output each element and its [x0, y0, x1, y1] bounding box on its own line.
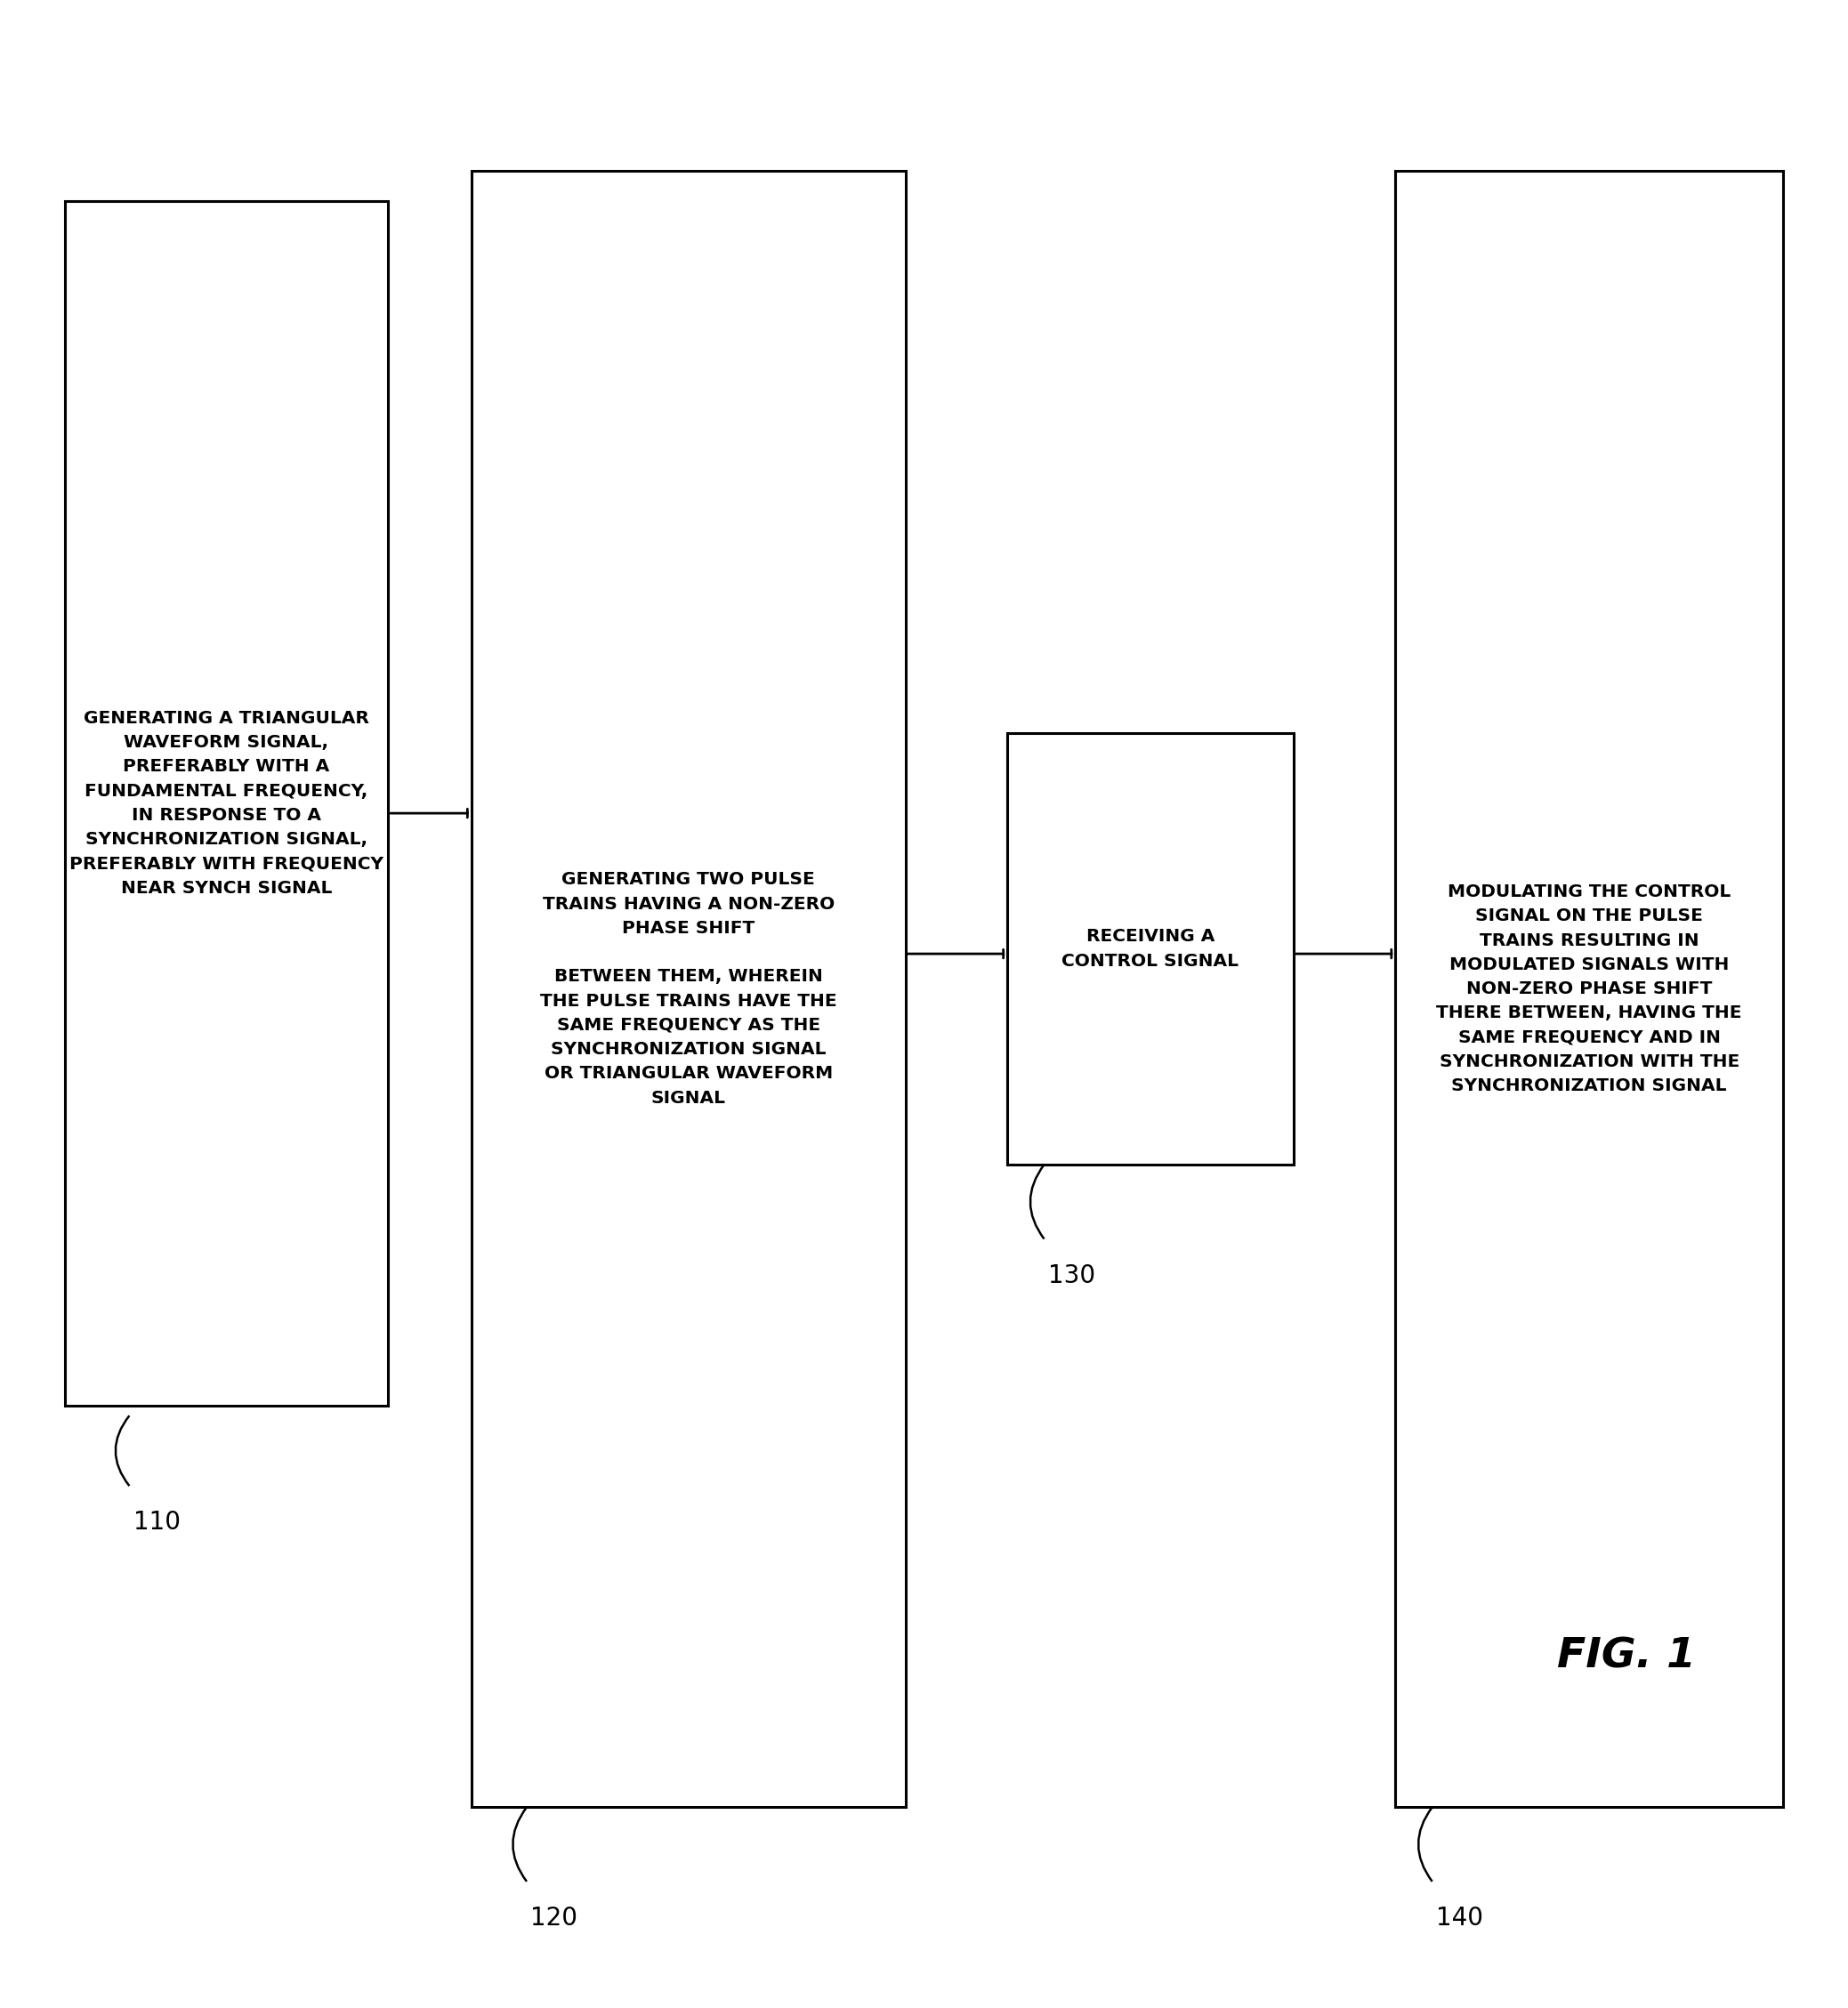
Bar [65, 201, 388, 1406]
Text: RECEIVING A
CONTROL SIGNAL: RECEIVING A CONTROL SIGNAL [1063, 928, 1238, 970]
Text: GENERATING A TRIANGULAR
WAVEFORM SIGNAL,
PREFERABLY WITH A
FUNDAMENTAL FREQUENCY: GENERATING A TRIANGULAR WAVEFORM SIGNAL,… [70, 711, 383, 896]
Text: GENERATING TWO PULSE
TRAINS HAVING A NON-ZERO
PHASE SHIFT

BETWEEN THEM, WHEREIN: GENERATING TWO PULSE TRAINS HAVING A NON… [540, 871, 837, 1106]
Text: 110: 110 [133, 1510, 181, 1534]
Text: 130: 130 [1048, 1263, 1096, 1287]
Text: FIG. 1: FIG. 1 [1556, 1637, 1696, 1677]
Bar [1007, 733, 1294, 1165]
Text: MODULATING THE CONTROL
SIGNAL ON THE PULSE
TRAINS RESULTING IN
MODULATED SIGNALS: MODULATING THE CONTROL SIGNAL ON THE PUL… [1436, 884, 1743, 1094]
Text: 120: 120 [530, 1906, 578, 1930]
Bar [471, 171, 906, 1807]
Bar [1395, 171, 1783, 1807]
Text: 140: 140 [1436, 1906, 1484, 1930]
